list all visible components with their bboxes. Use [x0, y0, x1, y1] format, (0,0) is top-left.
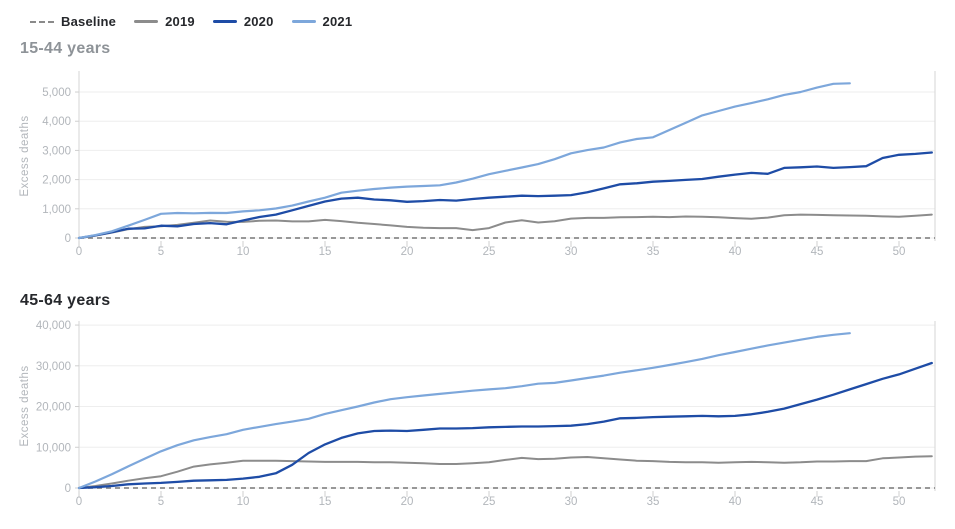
chart-title-45-64: 45-64 years	[20, 292, 111, 309]
x-tick-label: 20	[401, 246, 414, 258]
x-tick-label: 25	[483, 496, 496, 508]
x-tick-label: 10	[237, 246, 250, 258]
y-tick-label: 4,000	[42, 116, 71, 128]
chart-plot-45-64: 0 10,000 20,000 30,000 40,000 0 5 10 15 20 25 30 35 4…	[19, 320, 936, 508]
legend-item-2020: 2020	[212, 14, 274, 29]
x-tick-label: 10	[237, 496, 250, 508]
x-tick-label: 35	[647, 496, 660, 508]
x-tick-label: 40	[729, 496, 742, 508]
x-tick-label: 5	[158, 246, 164, 258]
y-tick-label: 40,000	[36, 320, 71, 332]
y-tick-label: 0	[65, 483, 71, 495]
legend-item-2021: 2021	[291, 14, 353, 29]
x-tick-label: 0	[76, 496, 82, 508]
line-swatch-icon	[134, 20, 159, 23]
series-2020-line	[77, 151, 933, 240]
y-tick-label: 3,000	[42, 145, 71, 157]
y-tick-label: 5,000	[42, 87, 71, 99]
legend-label: 2021	[322, 14, 353, 29]
x-tick-label: 15	[319, 246, 332, 258]
x-tick-label: 45	[811, 496, 824, 508]
legend-label: Baseline	[61, 14, 117, 29]
chart-plot-15-44: 0 1,000 2,000 3,000 4,000 5,000 0 5 10 15 20 25 30 35…	[19, 71, 936, 258]
line-swatch-icon	[291, 20, 316, 23]
x-tick-label: 45	[811, 246, 824, 258]
x-tick-label: 30	[565, 246, 578, 258]
y-tick-label: 30,000	[36, 361, 71, 373]
x-tick-label: 5	[158, 496, 164, 508]
series-2020-line	[77, 361, 933, 490]
x-tick-label: 40	[729, 246, 742, 258]
legend-label: 2020	[243, 14, 274, 29]
legend-item-2019: 2019	[134, 14, 195, 29]
series-2021-line	[77, 82, 851, 240]
y-tick-label: 20,000	[36, 402, 71, 414]
x-tick-label: 15	[319, 496, 332, 508]
x-tick-label: 20	[401, 496, 414, 508]
x-tick-label: 50	[893, 496, 906, 508]
legend-label: 2019	[165, 14, 195, 29]
y-tick-label: 2,000	[42, 175, 71, 187]
series-2019-line	[78, 455, 933, 489]
series-2021-line	[77, 332, 851, 490]
series-2019-line	[78, 213, 933, 239]
x-tick-label: 25	[483, 246, 496, 258]
y-tick-label: 1,000	[42, 204, 71, 216]
y-axis-title: Excess deaths	[19, 365, 31, 446]
legend-item-baseline: Baseline	[30, 14, 116, 29]
y-tick-label: 0	[65, 233, 71, 245]
legend: Baseline 2019 2020 2021	[30, 14, 352, 29]
baseline-dashed-swatch-icon	[30, 20, 54, 23]
line-swatch-icon	[212, 20, 237, 23]
y-tick-label: 10,000	[36, 442, 71, 454]
x-tick-label: 0	[76, 246, 82, 258]
x-tick-label: 30	[565, 496, 578, 508]
x-tick-label: 50	[893, 246, 906, 258]
y-axis-title: Excess deaths	[19, 115, 31, 196]
chart-title-15-44: 15-44 years	[20, 40, 111, 57]
x-tick-label: 35	[647, 246, 660, 258]
